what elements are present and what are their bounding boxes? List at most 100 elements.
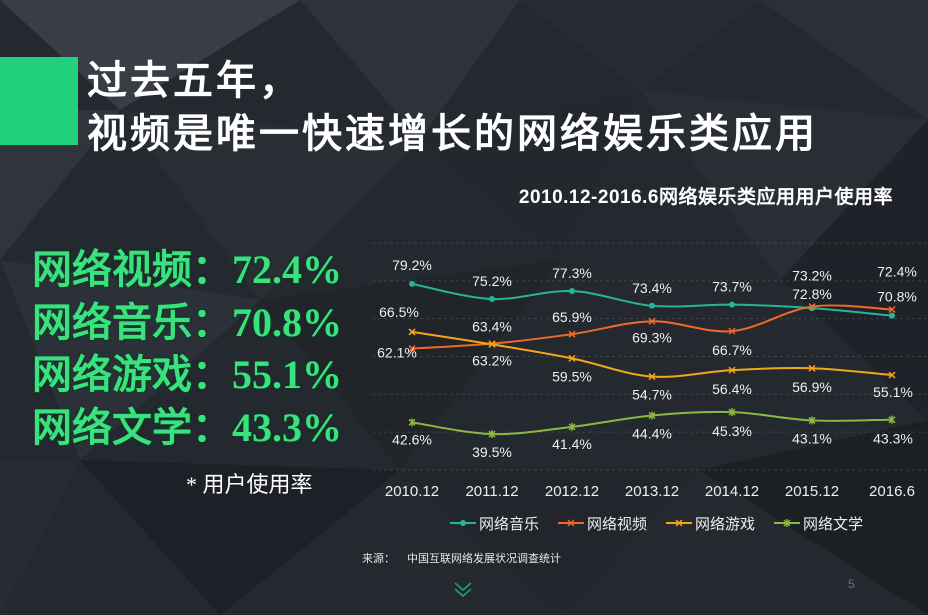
footnote: * 用户使用率: [186, 472, 313, 497]
legend-swatch: [666, 519, 692, 527]
stat-music: 网络音乐：70.8%: [32, 297, 342, 350]
data-label-value: 70.8: [877, 288, 904, 304]
data-point: [408, 418, 416, 427]
data-label: 79.2%: [392, 257, 432, 273]
data-points: [408, 280, 896, 439]
data-point: [729, 301, 735, 308]
data-point: [888, 371, 896, 379]
data-label: 77.3%: [552, 265, 592, 281]
line-chart: 2010.12 2011.12 2012.12 2013.12 2014.12 2015.…: [372, 242, 928, 500]
data-label-value: 44.4: [632, 425, 659, 441]
data-label-value: 79.2: [392, 257, 419, 273]
data-label-unit: %: [419, 257, 431, 273]
stat-label: 网络游戏：: [32, 352, 232, 398]
data-point: [648, 411, 656, 420]
data-label: 43.1%: [792, 430, 832, 446]
data-point: [408, 345, 416, 353]
data-label-unit: %: [904, 288, 916, 304]
data-label: 73.7%: [712, 278, 752, 294]
data-label-value: 56.9: [792, 379, 819, 395]
data-label-unit: %: [499, 444, 511, 460]
data-label: 73.4%: [632, 280, 672, 296]
legend-label: 网络文学: [803, 514, 864, 533]
data-labels: 79.2%75.2% 77.3%73.4% 73.7% 72.8% 70.8%62.1%…: [377, 257, 917, 460]
data-label: 69.3%: [632, 329, 672, 345]
data-point: [809, 305, 815, 312]
legend-item: 网络音乐: [450, 511, 558, 535]
slide-title-line-1: 过去五年，: [87, 58, 302, 104]
data-label-unit: %: [739, 342, 751, 358]
data-label-unit: %: [499, 352, 511, 368]
data-point: [728, 408, 736, 417]
data-label-unit: %: [499, 318, 511, 334]
data-label: 43.3%: [873, 430, 913, 446]
stat-label: 网络文学：: [32, 405, 232, 451]
data-point: [489, 295, 495, 302]
legend-marker: [675, 519, 683, 527]
data-label-unit: %: [406, 304, 418, 320]
data-point: [408, 328, 416, 336]
data-point: [568, 330, 576, 338]
data-label-value: 42.6: [392, 431, 419, 447]
data-point: [568, 422, 576, 431]
stat-value: 72.4%: [232, 247, 342, 292]
stat-label: 网络音乐：: [32, 299, 232, 345]
data-label-unit: %: [739, 278, 751, 294]
key-stats: 网络视频：72.4% 网络音乐：70.8% 网络游戏：55.1% 网络文学：43…: [32, 244, 342, 455]
data-label-value: 75.2: [472, 273, 499, 289]
data-point: [488, 430, 496, 439]
data-label-value: 43.1: [792, 430, 819, 446]
data-label-unit: %: [739, 423, 751, 439]
data-label: 55.1%: [873, 384, 913, 400]
data-point: [808, 416, 816, 425]
data-label: 41.4%: [552, 436, 592, 452]
legend-label: 网络音乐: [479, 514, 540, 533]
data-label-value: 41.4: [552, 436, 579, 452]
data-label-value: 45.3: [712, 423, 739, 439]
data-point: [569, 288, 575, 295]
data-label: 42.6%: [392, 431, 432, 447]
data-label-unit: %: [579, 436, 591, 452]
source-text: 中国互联网络发展状况调查统计: [407, 553, 561, 565]
data-label-value: 63.4: [472, 318, 499, 334]
data-label-value: 69.3: [632, 329, 659, 345]
data-label-value: 73.2: [792, 267, 819, 283]
legend-label: 网络视频: [587, 514, 648, 533]
data-point: [888, 306, 896, 314]
data-label: 59.5%: [552, 368, 592, 384]
data-label-value: 72.4: [877, 263, 904, 279]
stat-games: 网络游戏：55.1%: [32, 349, 342, 402]
data-point: [648, 373, 656, 381]
data-point: [889, 312, 895, 319]
data-label-value: 55.1: [873, 384, 900, 400]
data-point: [648, 317, 656, 325]
data-label-unit: %: [579, 309, 591, 325]
data-label: 54.7%: [632, 386, 672, 402]
data-label-value: 66.7: [712, 342, 739, 358]
data-label: 63.4%: [472, 318, 512, 334]
data-point: [409, 280, 415, 287]
data-point: [888, 415, 896, 424]
data-label: 56.4%: [712, 381, 752, 397]
data-point: [649, 302, 655, 309]
x-tick-label: 2016.6: [869, 483, 915, 500]
data-label-unit: %: [659, 329, 671, 345]
data-label-unit: %: [819, 267, 831, 283]
data-label-unit: %: [419, 431, 431, 447]
data-label: 63.2%: [472, 352, 512, 368]
slide-title-line-2: 视频是唯一快速增长的网络娱乐类应用: [87, 111, 818, 157]
page-number: 5: [848, 577, 855, 591]
data-label: 56.9%: [792, 379, 832, 395]
data-label: 44.4%: [632, 425, 672, 441]
chevron-down-icon[interactable]: [454, 581, 472, 599]
data-label-unit: %: [659, 280, 671, 296]
legend-item: 网络游戏: [666, 511, 774, 535]
x-tick-label: 2013.12: [625, 483, 679, 500]
accent-block: [0, 57, 78, 145]
data-label: 39.5%: [472, 444, 512, 460]
data-label-unit: %: [499, 273, 511, 289]
data-label-value: 43.3: [873, 430, 900, 446]
data-label: 62.1%: [377, 344, 417, 360]
data-label-unit: %: [904, 263, 916, 279]
